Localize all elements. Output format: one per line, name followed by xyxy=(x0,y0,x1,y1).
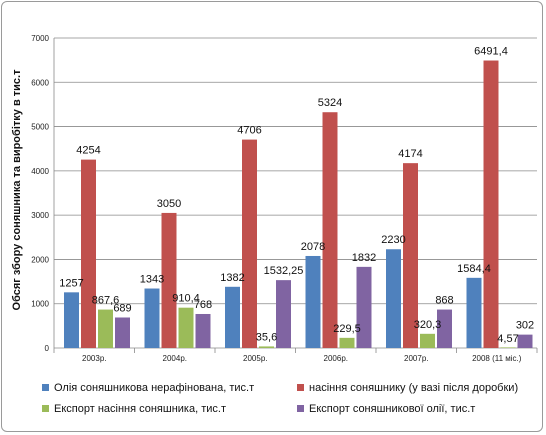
bar xyxy=(259,346,274,348)
data-label: 689 xyxy=(113,302,131,314)
data-label: 1257 xyxy=(59,277,83,289)
data-label: 4706 xyxy=(237,125,261,137)
bar xyxy=(322,112,338,348)
data-label: 4174 xyxy=(398,148,422,160)
y-tick-label: 6000 xyxy=(31,78,49,87)
y-tick-label: 2000 xyxy=(31,255,49,264)
bar xyxy=(339,337,355,348)
bar xyxy=(500,347,516,348)
y-axis-label: Обсяг збору соняшника та виробітку в тис… xyxy=(11,69,23,311)
bar xyxy=(81,159,96,348)
data-label: 868 xyxy=(435,295,453,307)
x-tick-label: 2006р. xyxy=(324,354,348,363)
legend-swatch xyxy=(42,405,49,412)
data-label: 768 xyxy=(194,299,212,311)
legend-swatch xyxy=(42,384,49,391)
data-label: 2078 xyxy=(301,241,325,253)
axes: 0 1000 2000 3000 4000 5000 6000 7000 2003р. 2004р… xyxy=(31,34,538,363)
data-label: 1343 xyxy=(140,274,164,286)
data-label: 1832 xyxy=(352,252,376,264)
bar xyxy=(195,313,211,348)
bar xyxy=(420,333,435,348)
bar xyxy=(403,163,418,348)
legend-entry: Олія соняшникова нерафінована, тис.т xyxy=(54,382,254,394)
y-tick-label: 3000 xyxy=(31,211,49,220)
bar xyxy=(178,307,194,348)
data-labels: 1257 1343 1382 2078 2230 1584,4 4254 3050 4706 53… xyxy=(59,46,534,345)
x-tick-label: 2005р. xyxy=(243,354,267,363)
data-label: 229,5 xyxy=(333,323,361,335)
bars xyxy=(64,60,533,349)
y-tick-label: 0 xyxy=(45,344,50,353)
bar xyxy=(115,317,130,348)
bar xyxy=(437,309,452,348)
x-tick-label: 2007р. xyxy=(404,354,428,363)
legend-entry: Експорт соняшникової олії, тис.т xyxy=(309,403,475,415)
legend: Олія соняшникова нерафінована, тис.т насі… xyxy=(42,382,518,415)
bar xyxy=(305,255,321,348)
data-label: 5324 xyxy=(318,97,342,109)
bar xyxy=(517,334,533,348)
bar xyxy=(161,212,177,348)
data-label: 6491,4 xyxy=(474,46,508,58)
bar xyxy=(483,60,499,349)
bar xyxy=(225,286,240,348)
y-tick-label: 1000 xyxy=(31,300,49,309)
legend-swatch xyxy=(297,405,304,412)
legend-entry: Експорт насіння соняшника, тис.т xyxy=(54,403,226,415)
data-label: 4,57 xyxy=(497,333,518,345)
x-tick-label: 2004р. xyxy=(163,354,187,363)
legend-entry: насіння соняшнику (у вазі після доробки) xyxy=(309,382,518,394)
data-label: 302 xyxy=(516,320,534,332)
data-label: 1382 xyxy=(220,272,244,284)
bar xyxy=(356,266,372,348)
bar xyxy=(276,280,291,348)
y-tick-label: 4000 xyxy=(31,167,49,176)
data-label: 3050 xyxy=(157,198,181,210)
bar xyxy=(64,292,79,348)
data-label: 4254 xyxy=(76,145,100,157)
data-label: 320,3 xyxy=(414,319,442,331)
bar xyxy=(98,309,113,348)
x-tick-label: 2003р. xyxy=(82,354,106,363)
data-label: 867,6 xyxy=(92,295,120,307)
bar xyxy=(144,288,160,348)
bar xyxy=(386,249,401,348)
y-tick-label: 5000 xyxy=(31,123,49,132)
x-tick-label: 2008 (11 міс.) xyxy=(472,354,522,363)
data-label: 1584,4 xyxy=(457,263,491,275)
data-label: 35,6 xyxy=(256,331,277,343)
data-label: 2230 xyxy=(381,234,405,246)
data-label: 910,4 xyxy=(172,293,200,305)
y-tick-label: 7000 xyxy=(31,34,49,43)
data-label: 1532,25 xyxy=(264,265,304,277)
bar xyxy=(466,277,482,348)
legend-swatch xyxy=(297,384,304,391)
bar xyxy=(242,139,257,348)
